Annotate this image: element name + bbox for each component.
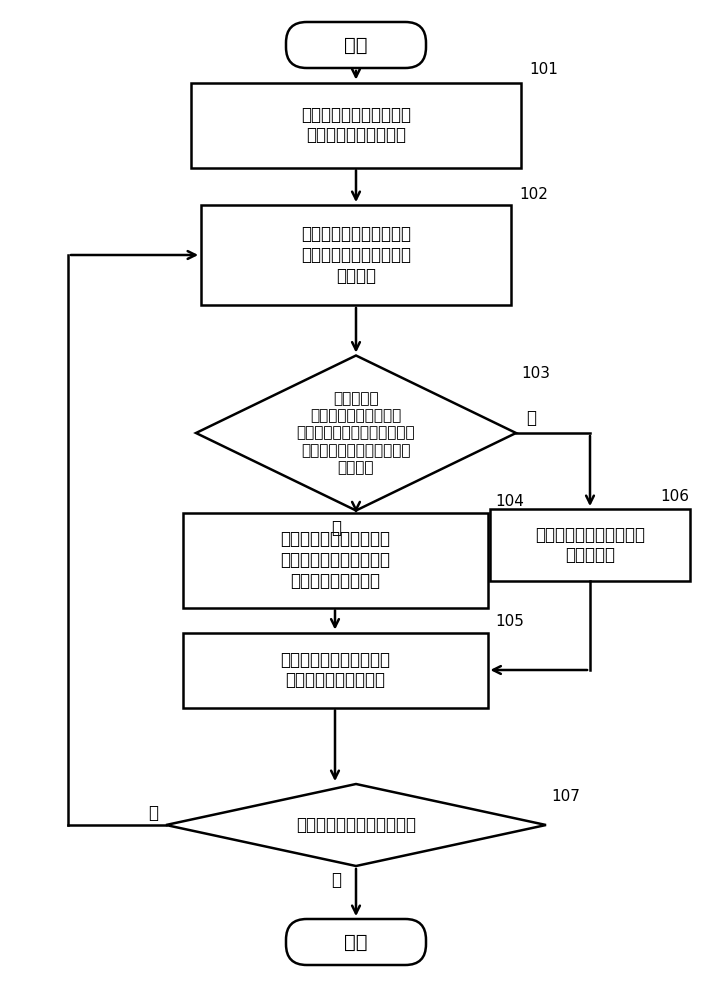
Text: 是: 是 [331, 871, 341, 889]
Text: 根据获取的交易资金流向
信息选取有交易资金流向
当前账户的邻接账户: 根据获取的交易资金流向 信息选取有交易资金流向 当前账户的邻接账户 [280, 530, 390, 590]
Bar [191, 83, 521, 167]
Text: 105: 105 [496, 614, 524, 630]
Polygon shape [166, 784, 546, 866]
Text: 107: 107 [551, 789, 580, 804]
Text: 计算机根据账户间的交易
资金流向建立更新网络: 计算机根据账户间的交易 资金流向建立更新网络 [301, 106, 411, 144]
Bar [201, 205, 511, 305]
Text: 106: 106 [660, 489, 689, 504]
Text: 在更新网络中获取当前账
户的邻接账户的交易资金
流向信息: 在更新网络中获取当前账 户的邻接账户的交易资金 流向信息 [301, 225, 411, 285]
Text: 结束: 结束 [344, 932, 368, 952]
Text: 判断是否满足更新停止条件: 判断是否满足更新停止条件 [296, 816, 416, 834]
Text: 否: 否 [526, 409, 536, 427]
Text: 根据选取的邻接账户的类
型更新当前账户的类型: 根据选取的邻接账户的类 型更新当前账户的类型 [280, 651, 390, 689]
Text: 101: 101 [529, 62, 558, 78]
Text: 将当前账户的类型更新为
第二类账户: 将当前账户的类型更新为 第二类账户 [535, 526, 645, 564]
Bar [490, 509, 690, 581]
Text: 是: 是 [331, 518, 341, 536]
Text: 否: 否 [148, 804, 158, 822]
Text: 根据获取的
交易资金流向信息判断
当前账户的邻接账户中，是否
有邻接账户的交易资金流向
当前账户: 根据获取的 交易资金流向信息判断 当前账户的邻接账户中，是否 有邻接账户的交易资… [297, 391, 415, 475]
Polygon shape [196, 356, 516, 510]
Text: 104: 104 [496, 494, 524, 510]
FancyBboxPatch shape [286, 22, 426, 68]
Bar [182, 633, 488, 708]
FancyBboxPatch shape [286, 919, 426, 965]
Bar [182, 512, 488, 607]
Text: 103: 103 [521, 365, 550, 380]
Text: 开始: 开始 [344, 35, 368, 54]
Text: 102: 102 [519, 187, 548, 202]
